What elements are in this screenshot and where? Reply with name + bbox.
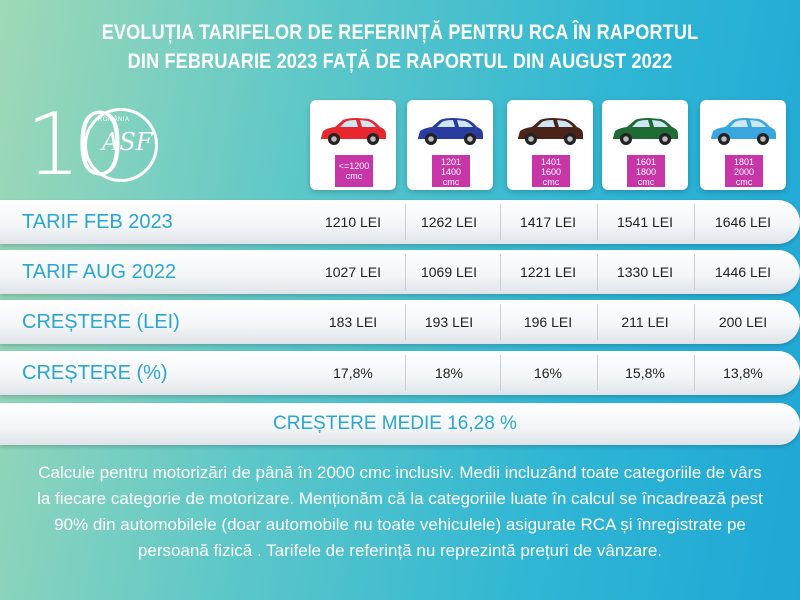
footnote-line-3: 90% din automobilele (doar automobile nu… bbox=[0, 512, 800, 538]
footnote: Calcule pentru motorizări de până în 200… bbox=[0, 460, 800, 564]
capacity-range-top: 1801 bbox=[725, 157, 763, 167]
row-label: TARIF FEB 2023 bbox=[22, 200, 173, 244]
engine-capacity-badge: 1201 1400 cmc bbox=[432, 155, 470, 187]
table-row: CREȘTERE (LEI) 183 LEI 193 LEI 196 LEI 211 L… bbox=[0, 300, 800, 344]
table-cell: 211 LEI bbox=[597, 300, 693, 344]
capacity-range-top: 1601 bbox=[627, 157, 665, 167]
table-cell: 1027 LEI bbox=[305, 250, 401, 294]
table-cell: 193 LEI bbox=[401, 300, 497, 344]
row-label: CREȘTERE (%) bbox=[22, 351, 168, 395]
capacity-range-bottom: 1800 bbox=[627, 167, 665, 177]
capacity-range-bottom: 2000 bbox=[725, 167, 763, 177]
table-row: CREȘTERE (%) 17,8% 18% 16% 15,8% 13,8% bbox=[0, 351, 800, 395]
table-row: TARIF FEB 2023 1210 LEI 1262 LEI 1417 LEI 15… bbox=[0, 200, 800, 244]
table-cell: 1330 LEI bbox=[597, 250, 693, 294]
average-increase-bar: CREȘTERE MEDIE 16,28 % bbox=[0, 403, 800, 445]
table-cell: 1646 LEI bbox=[695, 200, 791, 244]
table-cell: 1262 LEI bbox=[401, 200, 497, 244]
table-cell: 1541 LEI bbox=[597, 200, 693, 244]
table-row: TARIF AUG 2022 1027 LEI 1069 LEI 1221 LEI 13… bbox=[0, 250, 800, 294]
title-line-1: EVOLUȚIA TARIFELOR DE REFERINȚĂ PENTRU R… bbox=[82, 18, 718, 47]
asf-anniversary-logo: 10 ROMÂNIA ASF bbox=[26, 100, 156, 190]
capacity-range-top: <=1200 bbox=[335, 161, 373, 171]
footnote-line-4: persoană fizică . Tarifele de referință … bbox=[0, 538, 800, 564]
row-label: TARIF AUG 2022 bbox=[22, 250, 176, 294]
table-cell: 13,8% bbox=[695, 351, 791, 395]
engine-capacity-badge: 1401 1600 cmc bbox=[532, 155, 570, 187]
page-title: EVOLUȚIA TARIFELOR DE REFERINȚĂ PENTRU R… bbox=[82, 18, 718, 76]
capacity-range-bottom: 1400 bbox=[432, 167, 470, 177]
engine-category-card: 1401 1600 cmc bbox=[507, 100, 593, 190]
table-cell: 1069 LEI bbox=[401, 250, 497, 294]
engine-category-card: <=1200 cmc bbox=[310, 100, 396, 190]
table-cell: 17,8% bbox=[305, 351, 401, 395]
table-cell: 1210 LEI bbox=[305, 200, 401, 244]
capacity-unit: cmc bbox=[627, 177, 665, 187]
capacity-range-bottom: 1600 bbox=[532, 167, 570, 177]
table-cell: 200 LEI bbox=[695, 300, 791, 344]
table-cell: 1417 LEI bbox=[500, 200, 596, 244]
capacity-unit: cmc bbox=[532, 177, 570, 187]
table-cell: 183 LEI bbox=[305, 300, 401, 344]
table-cell: 18% bbox=[401, 351, 497, 395]
footnote-line-1: Calcule pentru motorizări de până în 200… bbox=[0, 460, 800, 486]
table-cell: 16% bbox=[500, 351, 596, 395]
row-label: CREȘTERE (LEI) bbox=[22, 300, 180, 344]
engine-category-card: 1601 1800 cmc bbox=[602, 100, 688, 190]
engine-capacity-badge: 1601 1800 cmc bbox=[627, 155, 665, 187]
logo-initials: ASF bbox=[102, 128, 152, 156]
average-increase-text: CREȘTERE MEDIE 16,28 % bbox=[0, 403, 790, 445]
capacity-unit: cmc bbox=[432, 177, 470, 187]
engine-category-card: 1801 2000 cmc bbox=[700, 100, 786, 190]
engine-category-card: 1201 1400 cmc bbox=[407, 100, 493, 190]
table-cell: 1446 LEI bbox=[695, 250, 791, 294]
capacity-unit: cmc bbox=[335, 171, 373, 181]
capacity-range-top: 1201 bbox=[432, 157, 470, 167]
engine-capacity-badge: 1801 2000 cmc bbox=[725, 155, 763, 187]
capacity-range-top: 1401 bbox=[532, 157, 570, 167]
table-cell: 196 LEI bbox=[500, 300, 596, 344]
logo-country: ROMÂNIA bbox=[98, 117, 130, 123]
capacity-unit: cmc bbox=[725, 177, 763, 187]
footnote-line-2: la fiecare categorie de motorizare. Menț… bbox=[0, 486, 800, 512]
table-cell: 15,8% bbox=[597, 351, 693, 395]
engine-capacity-badge: <=1200 cmc bbox=[335, 155, 373, 187]
table-cell: 1221 LEI bbox=[500, 250, 596, 294]
title-line-2: DIN FEBRUARIE 2023 FAȚĂ DE RAPORTUL DIN … bbox=[82, 47, 718, 76]
